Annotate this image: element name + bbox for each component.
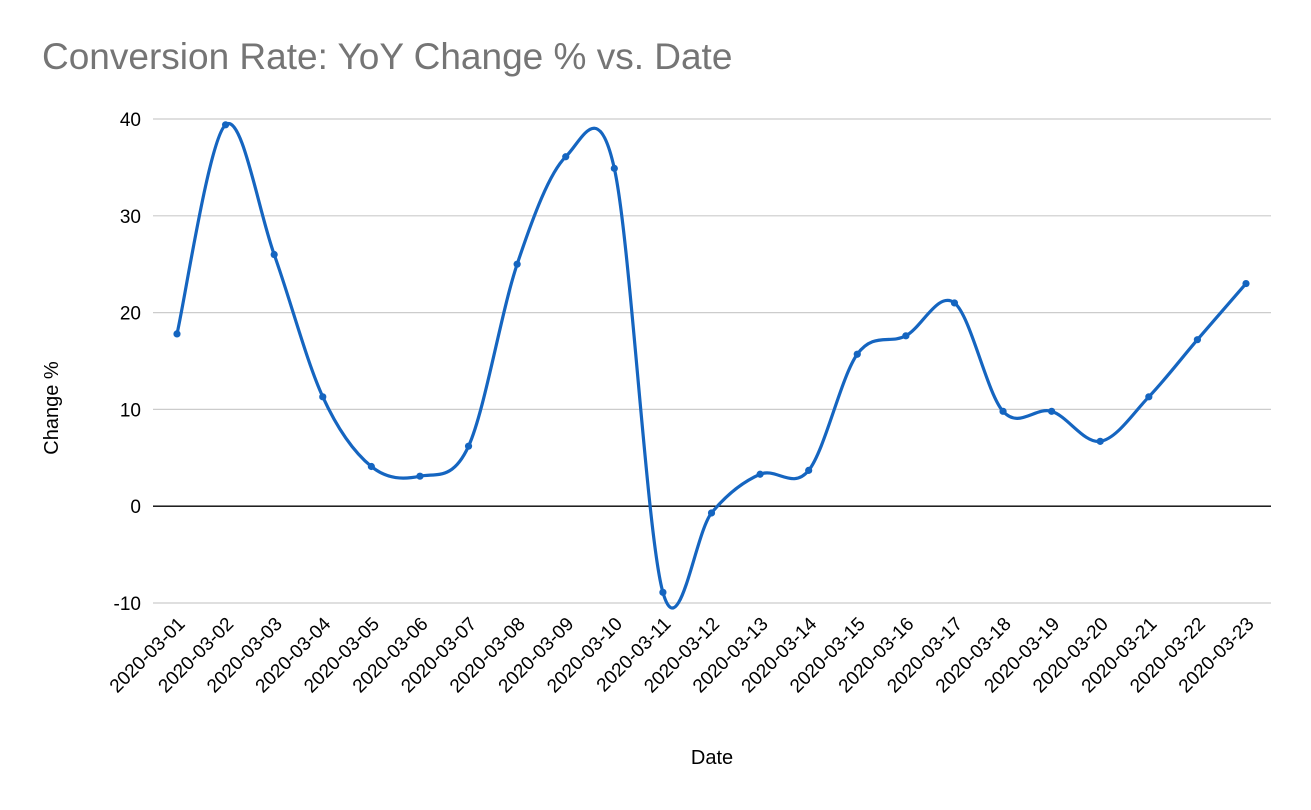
data-point <box>319 393 327 401</box>
y-axis-ticks: -10 0 10 20 30 40 <box>114 110 141 615</box>
data-point <box>1242 279 1250 288</box>
data-point <box>367 462 375 471</box>
y-tick-label: 40 <box>120 110 141 131</box>
y-tick-label: 10 <box>120 400 141 421</box>
data-points <box>173 121 1250 596</box>
series-line <box>175 122 1248 610</box>
data-point <box>902 332 910 340</box>
data-point <box>464 442 473 450</box>
data-point <box>1096 437 1104 445</box>
data-point <box>562 153 570 161</box>
data-point <box>853 350 861 358</box>
y-tick-label: 0 <box>130 497 141 518</box>
data-point <box>999 407 1007 415</box>
data-point <box>756 470 764 478</box>
data-point <box>659 588 667 596</box>
data-point <box>1193 336 1202 344</box>
data-point <box>221 121 230 129</box>
data-point <box>416 472 424 480</box>
x-axis-label: Date <box>691 747 733 769</box>
y-tick-label: 30 <box>120 207 141 228</box>
x-axis-ticks: 2020-03-012020-03-022020-03-032020-03-04… <box>106 613 1259 697</box>
data-point <box>173 330 181 338</box>
gridlines <box>153 118 1271 604</box>
y-tick-label: 20 <box>120 304 141 325</box>
data-point <box>610 164 618 172</box>
y-tick-label: -10 <box>114 594 141 615</box>
data-point <box>707 509 716 517</box>
data-point <box>270 250 278 259</box>
y-axis-label: Change % <box>41 361 63 455</box>
data-point <box>513 260 521 268</box>
data-point <box>1145 393 1153 401</box>
chart-title: Conversion Rate: YoY Change % vs. Date <box>42 36 733 77</box>
data-point <box>950 299 959 307</box>
data-point <box>1048 407 1056 415</box>
data-point <box>805 466 813 474</box>
